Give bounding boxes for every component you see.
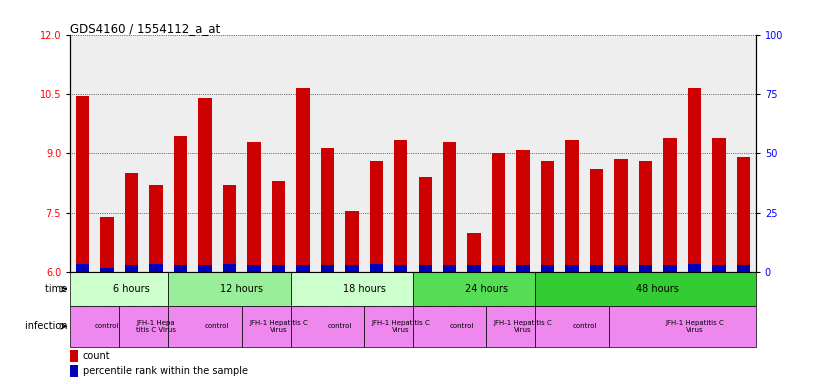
Bar — [712, 265, 726, 272]
Bar — [70, 306, 119, 347]
Bar — [296, 88, 310, 272]
Text: 6 hours: 6 hours — [113, 284, 150, 294]
Bar — [615, 265, 628, 272]
Text: percentile rank within the sample: percentile rank within the sample — [83, 366, 248, 376]
Bar — [638, 265, 653, 272]
Bar — [223, 185, 236, 272]
Bar — [468, 265, 481, 272]
Bar — [125, 265, 138, 272]
Text: 12 hours: 12 hours — [220, 284, 263, 294]
Bar — [291, 272, 413, 306]
Text: JFH-1 Hepatitis C
Virus: JFH-1 Hepatitis C Virus — [494, 320, 553, 333]
Text: count: count — [83, 351, 110, 361]
Bar — [590, 265, 603, 272]
Bar — [247, 265, 260, 272]
Bar — [100, 217, 114, 272]
Bar — [369, 161, 383, 272]
Text: GDS4160 / 1554112_a_at: GDS4160 / 1554112_a_at — [70, 22, 221, 35]
Bar — [272, 181, 285, 272]
Bar — [364, 306, 413, 347]
Text: control: control — [450, 323, 474, 329]
Bar — [541, 265, 554, 272]
Bar — [369, 264, 383, 272]
Bar — [320, 265, 334, 272]
Bar — [688, 88, 701, 272]
Bar — [516, 265, 530, 272]
Bar — [443, 142, 457, 272]
Text: 18 hours: 18 hours — [343, 284, 386, 294]
Bar — [320, 147, 334, 272]
Bar — [688, 264, 701, 272]
Bar — [247, 142, 260, 272]
Text: infection: infection — [25, 321, 70, 331]
Text: 48 hours: 48 hours — [636, 284, 679, 294]
Bar — [413, 306, 487, 347]
Text: 24 hours: 24 hours — [465, 284, 508, 294]
Bar — [737, 265, 750, 272]
Bar — [296, 265, 310, 272]
Bar — [413, 272, 535, 306]
Bar — [70, 272, 169, 306]
Bar — [198, 265, 211, 272]
Bar — [615, 159, 628, 272]
Bar — [419, 177, 432, 272]
Bar — [590, 169, 603, 272]
Bar — [712, 137, 726, 272]
Bar — [169, 306, 242, 347]
Bar — [737, 157, 750, 272]
Bar — [76, 264, 89, 272]
Bar — [76, 96, 89, 272]
Text: control: control — [572, 323, 596, 329]
Text: time: time — [45, 284, 70, 294]
Bar — [516, 149, 530, 272]
Bar — [100, 268, 114, 272]
Bar — [566, 140, 579, 272]
Bar — [394, 265, 407, 272]
Text: JFH-1 Hepatitis C
Virus: JFH-1 Hepatitis C Virus — [372, 320, 430, 333]
Bar — [70, 365, 78, 377]
Bar — [345, 211, 358, 272]
Text: JFH-1 Hepatitis C
Virus: JFH-1 Hepatitis C Virus — [249, 320, 308, 333]
Bar — [291, 306, 364, 347]
Text: control: control — [327, 323, 352, 329]
Bar — [198, 98, 211, 272]
Bar — [535, 306, 609, 347]
Text: control: control — [205, 323, 230, 329]
Bar — [487, 306, 535, 347]
Bar — [173, 136, 188, 272]
Bar — [541, 161, 554, 272]
Bar — [443, 265, 457, 272]
Bar — [492, 265, 506, 272]
Text: JFH-1 Hepatitis C
Virus: JFH-1 Hepatitis C Virus — [665, 320, 724, 333]
Bar — [394, 140, 407, 272]
Bar — [125, 173, 138, 272]
Bar — [223, 264, 236, 272]
Bar — [468, 233, 481, 272]
Bar — [150, 185, 163, 272]
Bar — [566, 265, 579, 272]
Bar — [663, 137, 676, 272]
Bar — [169, 272, 291, 306]
Bar — [150, 264, 163, 272]
Text: control: control — [95, 323, 119, 329]
Bar — [609, 306, 756, 347]
Bar — [638, 161, 653, 272]
Bar — [272, 265, 285, 272]
Bar — [70, 350, 78, 362]
Bar — [663, 265, 676, 272]
Bar — [173, 265, 188, 272]
Bar — [535, 272, 756, 306]
Bar — [119, 306, 169, 347]
Bar — [419, 265, 432, 272]
Text: JFH-1 Hepa
titis C Virus: JFH-1 Hepa titis C Virus — [136, 320, 176, 333]
Bar — [242, 306, 291, 347]
Bar — [492, 154, 506, 272]
Bar — [345, 265, 358, 272]
